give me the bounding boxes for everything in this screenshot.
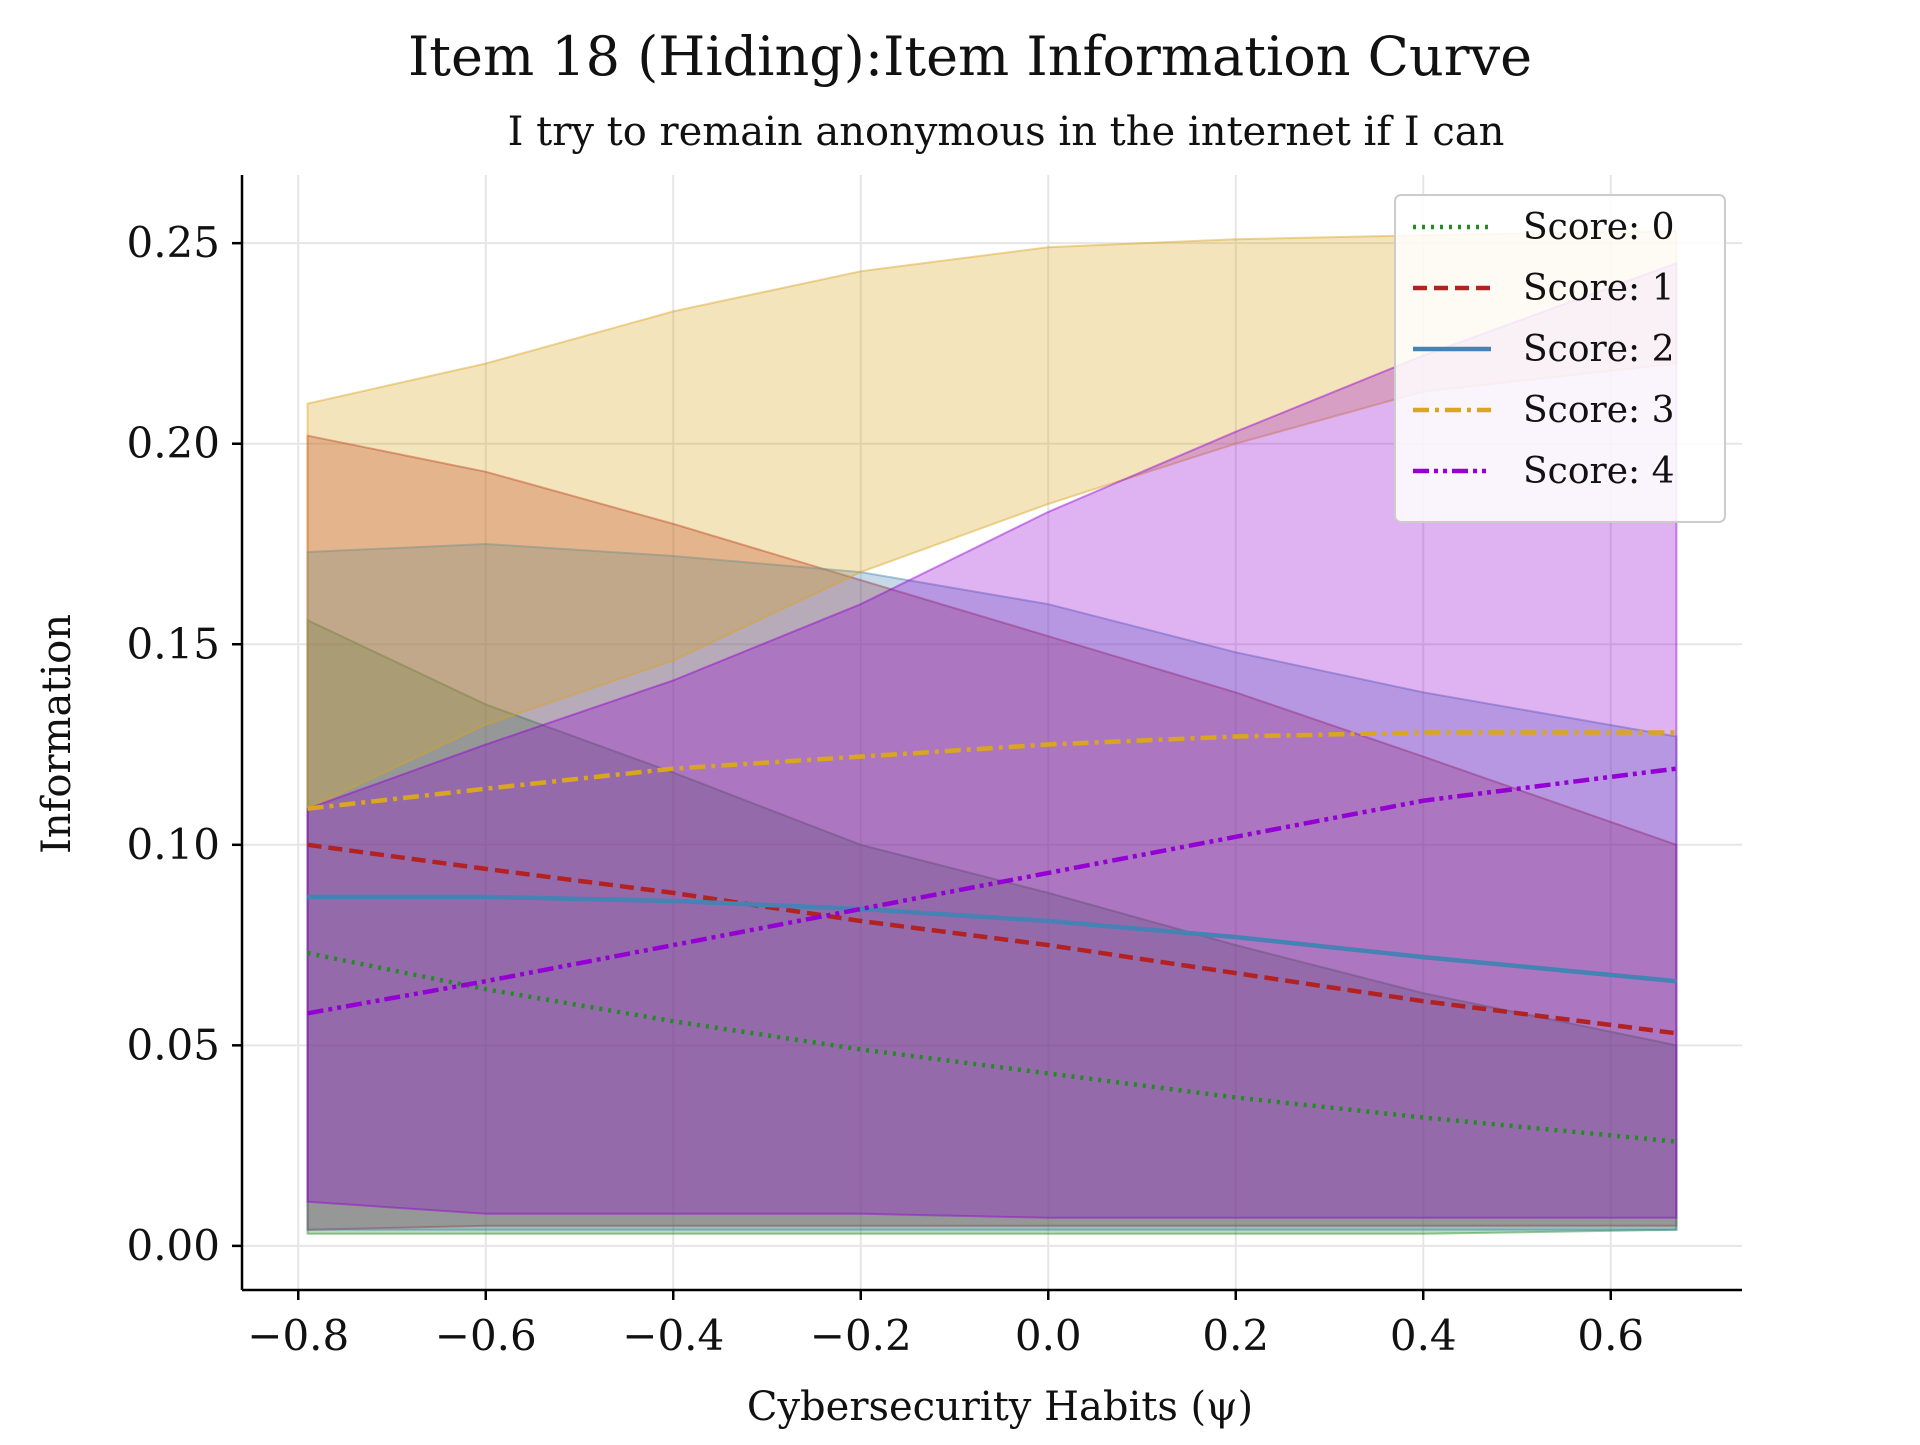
- tick-labels: −0.8 −0.6 −0.4 −0.2 0.0 0.2 0.4 0.6 0.00 0.05 0.10…: [126, 218, 1644, 1360]
- band-score-1: [306, 434, 1678, 1231]
- y-tick-label-3: 0.15: [126, 619, 220, 668]
- x-tick-label-1: −0.6: [435, 1311, 537, 1360]
- y-tick-label-1: 0.05: [126, 1020, 220, 1069]
- line-score-1: [307, 842, 1677, 1036]
- legend-label-score-4: Score: 4: [1523, 451, 1675, 492]
- confidence-bands: [306, 230, 1678, 1235]
- band-score-0: [306, 618, 1678, 1235]
- legend-label-score-0: Score: 0: [1523, 207, 1675, 248]
- legend-label-score-3: Score: 3: [1523, 390, 1675, 431]
- axes: [232, 175, 1742, 1300]
- band-score-4: [306, 261, 1678, 1219]
- line-score-2: [307, 894, 1677, 984]
- y-axis-label: Information: [34, 614, 80, 854]
- chart-subtitle: I try to remain anonymous in the interne…: [508, 109, 1505, 155]
- line-score-3: [307, 730, 1677, 811]
- legend-label-score-1: Score: 1: [1523, 268, 1675, 309]
- x-tick-label-0: −0.8: [247, 1311, 349, 1360]
- legend: Score: 0 Score: 1 Score: 2 Score: 3 Score: 4: [1394, 194, 1726, 523]
- y-tick-label-2: 0.10: [126, 820, 220, 869]
- band-score-2: [306, 542, 1678, 1231]
- x-tick-label-3: −0.2: [810, 1311, 912, 1360]
- y-tick-label-0: 0.00: [126, 1221, 220, 1270]
- x-tick-label-5: 0.2: [1202, 1311, 1269, 1360]
- x-tick-label-6: 0.4: [1390, 1311, 1457, 1360]
- y-tick-label-4: 0.20: [126, 419, 220, 468]
- chart-title: Item 18 (Hiding):Item Information Curve: [408, 25, 1532, 88]
- x-tick-label-2: −0.4: [622, 1311, 724, 1360]
- legend-box: [1394, 194, 1726, 523]
- x-tick-label-4: 0.0: [1015, 1311, 1082, 1360]
- y-tick-label-5: 0.25: [126, 218, 220, 267]
- x-axis-label: Cybersecurity Habits (ψ): [747, 1384, 1253, 1430]
- x-tick-label-7: 0.6: [1577, 1311, 1644, 1360]
- series-lines: [307, 730, 1677, 1144]
- line-score-4: [307, 766, 1677, 1016]
- legend-label-score-2: Score: 2: [1523, 329, 1675, 370]
